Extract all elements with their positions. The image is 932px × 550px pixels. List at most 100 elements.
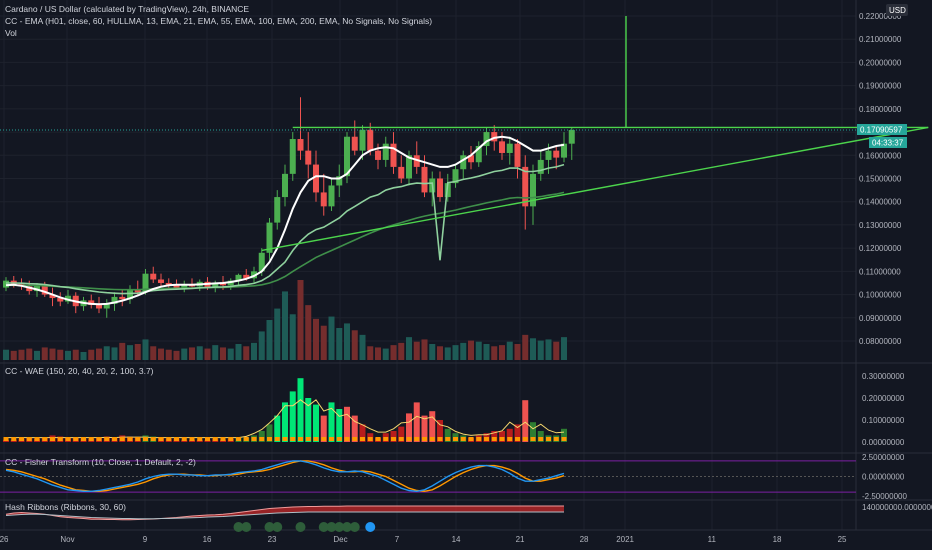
- wae-deadzone-mark: [422, 437, 427, 441]
- wae-bar: [359, 424, 366, 442]
- volume-bar: [375, 347, 381, 360]
- wae-deadzone-mark: [367, 437, 373, 441]
- price-tick-label: 0.10000000: [859, 291, 902, 300]
- price-tick-label: 0.11000000: [859, 267, 901, 276]
- wae-pane[interactable]: [3, 378, 567, 442]
- price-axis[interactable]: 0.22000000 0.21000000 0.20000000 0.19000000…: [859, 12, 932, 512]
- candle-body: [212, 282, 219, 288]
- wae-deadzone-mark: [538, 437, 544, 441]
- wae-tick-label: 0.00000000: [862, 438, 905, 447]
- hash-capitulation-dot: [264, 522, 275, 532]
- time-tick-label: 14: [452, 535, 461, 544]
- wae-bar: [398, 426, 405, 442]
- candle-body: [452, 169, 459, 184]
- wae-deadzone-mark: [205, 437, 210, 441]
- price-tick-label: 0.16000000: [859, 151, 902, 160]
- volume-bar: [196, 346, 203, 360]
- wae-deadzone-mark: [530, 437, 536, 441]
- ema-indicator-label[interactable]: CC - EMA (H01, close, 60, HULLMA, 13, EM…: [5, 16, 432, 26]
- candle-body: [483, 132, 490, 146]
- candle-body: [475, 146, 482, 163]
- wae-deadzone-mark: [383, 437, 389, 441]
- fisher-trigger-line: [5, 460, 565, 493]
- wae-tick-label: 0.30000000: [862, 372, 905, 381]
- candle-body: [150, 273, 157, 280]
- volume-label[interactable]: Vol: [5, 28, 17, 38]
- hash-capitulation-dot: [342, 522, 352, 532]
- fisher-line: [5, 460, 565, 493]
- wae-deadzone-mark: [375, 437, 381, 441]
- fisher-pane[interactable]: [0, 460, 856, 493]
- volume-bar: [545, 339, 552, 360]
- wae-deadzone-mark: [546, 437, 551, 441]
- volume-bar: [444, 347, 451, 360]
- currency-badge[interactable]: [886, 4, 908, 16]
- wae-bar: [282, 402, 288, 442]
- wae-deadzone-mark: [476, 437, 482, 441]
- candle-body: [382, 143, 389, 160]
- volume-bar: [3, 349, 9, 360]
- candle-body: [537, 159, 544, 174]
- candle-body: [561, 143, 567, 158]
- wae-deadzone-mark: [274, 437, 280, 441]
- candle-body: [351, 136, 358, 151]
- candle-body: [460, 155, 467, 170]
- time-tick-label: 25: [838, 535, 847, 544]
- hash-capitulation-dot: [233, 522, 244, 532]
- fisher-tick-label: -2.50000000: [862, 492, 907, 501]
- volume-bar: [305, 305, 312, 360]
- wae-deadzone-mark: [57, 437, 63, 441]
- time-axis[interactable]: 26 Nov 9 16 23 Dec 7 14 21 28 2021 11 18 25: [0, 535, 847, 544]
- wae-bar: [421, 415, 428, 442]
- volume-bar: [134, 344, 141, 360]
- wae-deadzone-mark: [220, 437, 226, 441]
- price-tick-label: 0.13000000: [859, 221, 902, 230]
- wae-deadzone-mark: [212, 437, 218, 441]
- volume-bar: [18, 349, 25, 360]
- hash-ribbon-slow: [5, 511, 564, 520]
- time-tick-label: 23: [268, 535, 277, 544]
- candle-body: [158, 279, 164, 283]
- hash-capitulation-dot: [349, 522, 360, 532]
- candle-body: [181, 284, 188, 288]
- wae-deadzone-mark: [11, 437, 17, 441]
- wae-tick-label: 0.20000000: [862, 394, 905, 403]
- volume-bar: [258, 331, 265, 360]
- hullma-line: [5, 135, 565, 306]
- volume-bar: [336, 328, 343, 360]
- fisher-tick-label: 0.00000000: [862, 473, 905, 482]
- fisher-label[interactable]: CC - Fisher Transform (10, Close, 1, Def…: [5, 457, 196, 467]
- volume-bar: [26, 348, 33, 360]
- ema55-line: [6, 191, 565, 291]
- volume-bar: [313, 318, 319, 360]
- volume-bar: [429, 344, 436, 360]
- wae-label[interactable]: CC - WAE (150, 20, 40, 20, 2, 100, 3.7): [5, 366, 154, 376]
- volume-bar: [80, 352, 87, 360]
- wae-bar: [289, 391, 296, 442]
- wae-deadzone-mark: [158, 437, 164, 441]
- wae-deadzone-mark: [352, 437, 358, 441]
- volume-bar: [34, 350, 40, 360]
- candle-body: [336, 176, 343, 186]
- hash-ribbons-label[interactable]: Hash Ribbons (Ribbons, 30, 60): [5, 502, 126, 512]
- volume-bar: [344, 323, 350, 360]
- volume-bar: [72, 349, 79, 360]
- wae-bar: [491, 431, 498, 442]
- wae-deadzone-mark: [336, 437, 342, 441]
- wae-bar: [444, 428, 451, 442]
- wae-bar: [266, 424, 273, 442]
- hash-tick-label: 140000000.00000000: [862, 503, 932, 512]
- candle-body: [320, 192, 327, 207]
- wae-deadzone-mark: [553, 437, 559, 441]
- wae-deadzone-mark: [298, 437, 303, 441]
- candle-body: [57, 298, 64, 302]
- volume-bar: [266, 320, 273, 360]
- time-tick-label: 7: [395, 535, 400, 544]
- volume-bar: [398, 342, 405, 360]
- price-pane[interactable]: [0, 16, 929, 360]
- wae-deadzone-mark: [468, 437, 474, 441]
- wae-deadzone-mark: [437, 437, 443, 441]
- trendline-support[interactable]: [261, 126, 929, 252]
- hash-ribbons-pane[interactable]: [5, 505, 564, 532]
